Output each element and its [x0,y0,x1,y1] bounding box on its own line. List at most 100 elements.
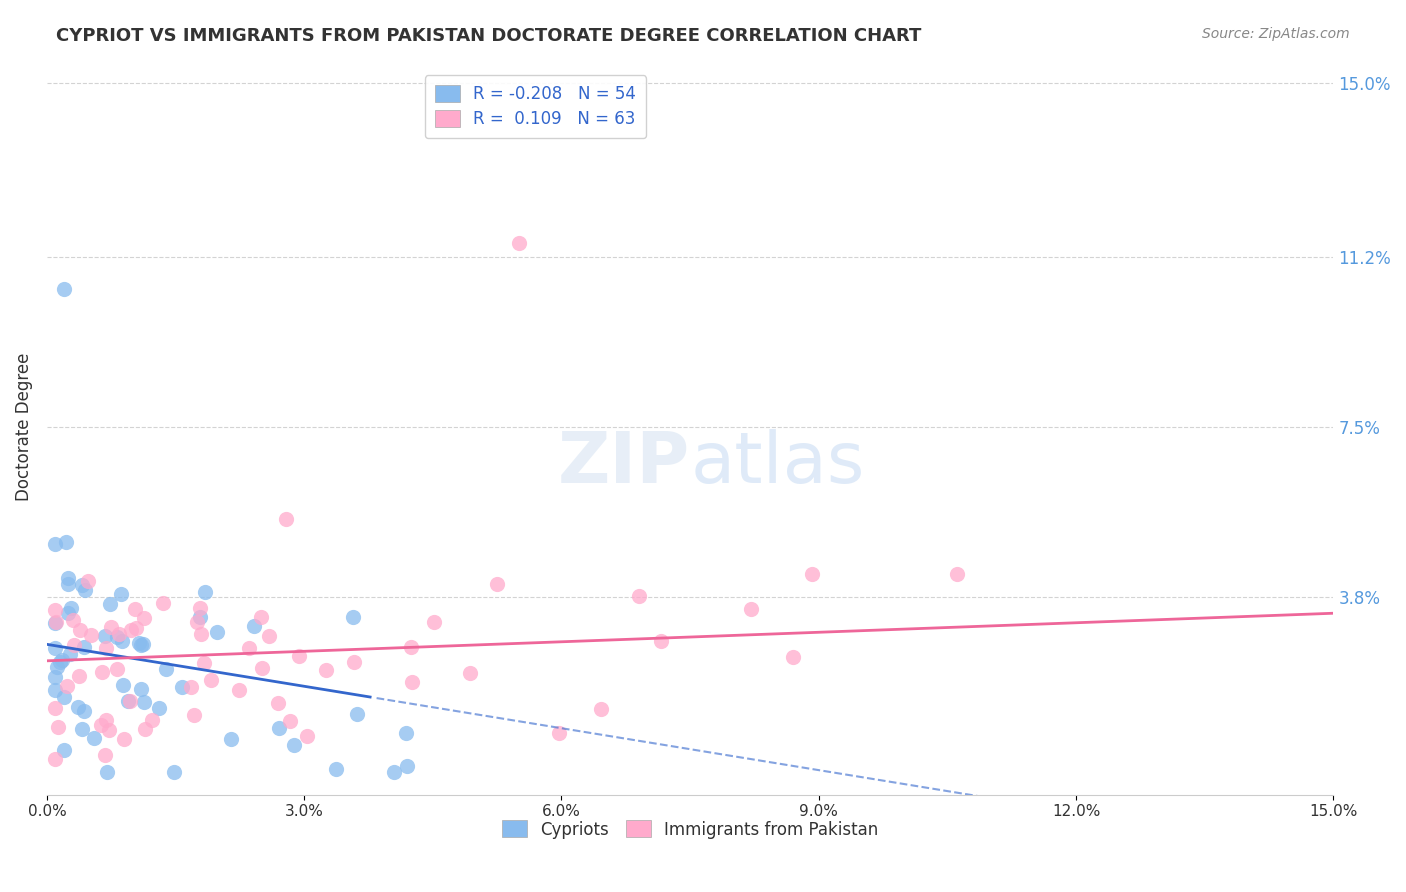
Point [274,512,297,526]
Point [91,665,114,680]
Point [46,659,69,673]
Point [53,282,76,296]
Point [548,726,571,740]
Point [62,613,84,627]
Point [69,623,91,637]
Point [44,536,66,550]
Point [243,618,266,632]
Point [250,661,273,675]
Point [112,678,135,692]
Point [401,640,423,655]
Point [45,615,67,629]
Point [155,661,177,675]
Point [183,708,205,723]
Point [73,704,96,718]
Point [80,628,103,642]
Point [118,694,141,708]
Text: ZIP: ZIP [558,429,690,499]
Point [238,640,260,655]
Point [96,640,118,655]
Point [129,681,152,696]
Point [343,655,366,669]
Point [228,683,250,698]
Point [740,602,762,616]
Point [125,621,148,635]
Point [111,633,134,648]
Point [250,609,273,624]
Point [72,578,94,592]
Point [131,638,153,652]
Point [946,567,969,582]
Point [508,236,530,251]
Point [152,596,174,610]
Point [124,602,146,616]
Point [56,607,79,621]
Point [59,647,82,661]
Point [49,655,72,669]
Point [396,759,419,773]
Point [110,587,132,601]
Point [650,634,672,648]
Point [100,620,122,634]
Point [67,668,90,682]
Point [346,707,368,722]
Point [44,682,66,697]
Point [190,627,212,641]
Point [186,615,208,629]
Point [117,694,139,708]
Point [287,649,309,664]
Point [458,666,481,681]
Point [188,600,211,615]
Point [800,567,823,582]
Point [56,577,79,591]
Point [180,680,202,694]
Point [401,675,423,690]
Point [75,583,97,598]
Point [382,764,405,779]
Point [105,630,128,644]
Point [53,742,76,756]
Point [283,738,305,752]
Point [219,731,242,746]
Point [193,657,215,671]
Point [148,700,170,714]
Point [172,681,194,695]
Text: Source: ZipAtlas.com: Source: ZipAtlas.com [1202,27,1350,41]
Point [72,722,94,736]
Point [120,623,142,637]
Point [267,696,290,710]
Text: atlas: atlas [690,429,865,499]
Point [56,679,79,693]
Point [485,577,508,591]
Point [112,731,135,746]
Point [44,700,66,714]
Point [46,720,69,734]
Point [56,570,79,584]
Point [63,638,86,652]
Point [96,764,118,779]
Point [83,731,105,745]
Point [44,752,66,766]
Point [422,615,444,630]
Point [44,640,66,655]
Point [94,747,117,762]
Point [105,662,128,676]
Point [325,762,347,776]
Point [190,610,212,624]
Point [73,640,96,654]
Y-axis label: Doctorate Degree: Doctorate Degree [15,353,32,501]
Point [315,663,337,677]
Legend: Cypriots, Immigrants from Pakistan: Cypriots, Immigrants from Pakistan [495,814,884,846]
Point [51,653,73,667]
Point [44,602,66,616]
Point [53,690,76,705]
Point [44,670,66,684]
Point [55,535,77,549]
Point [591,702,613,716]
Point [132,611,155,625]
Point [94,713,117,727]
Point [132,637,155,651]
Point [205,625,228,640]
Point [257,629,280,643]
Point [90,718,112,732]
